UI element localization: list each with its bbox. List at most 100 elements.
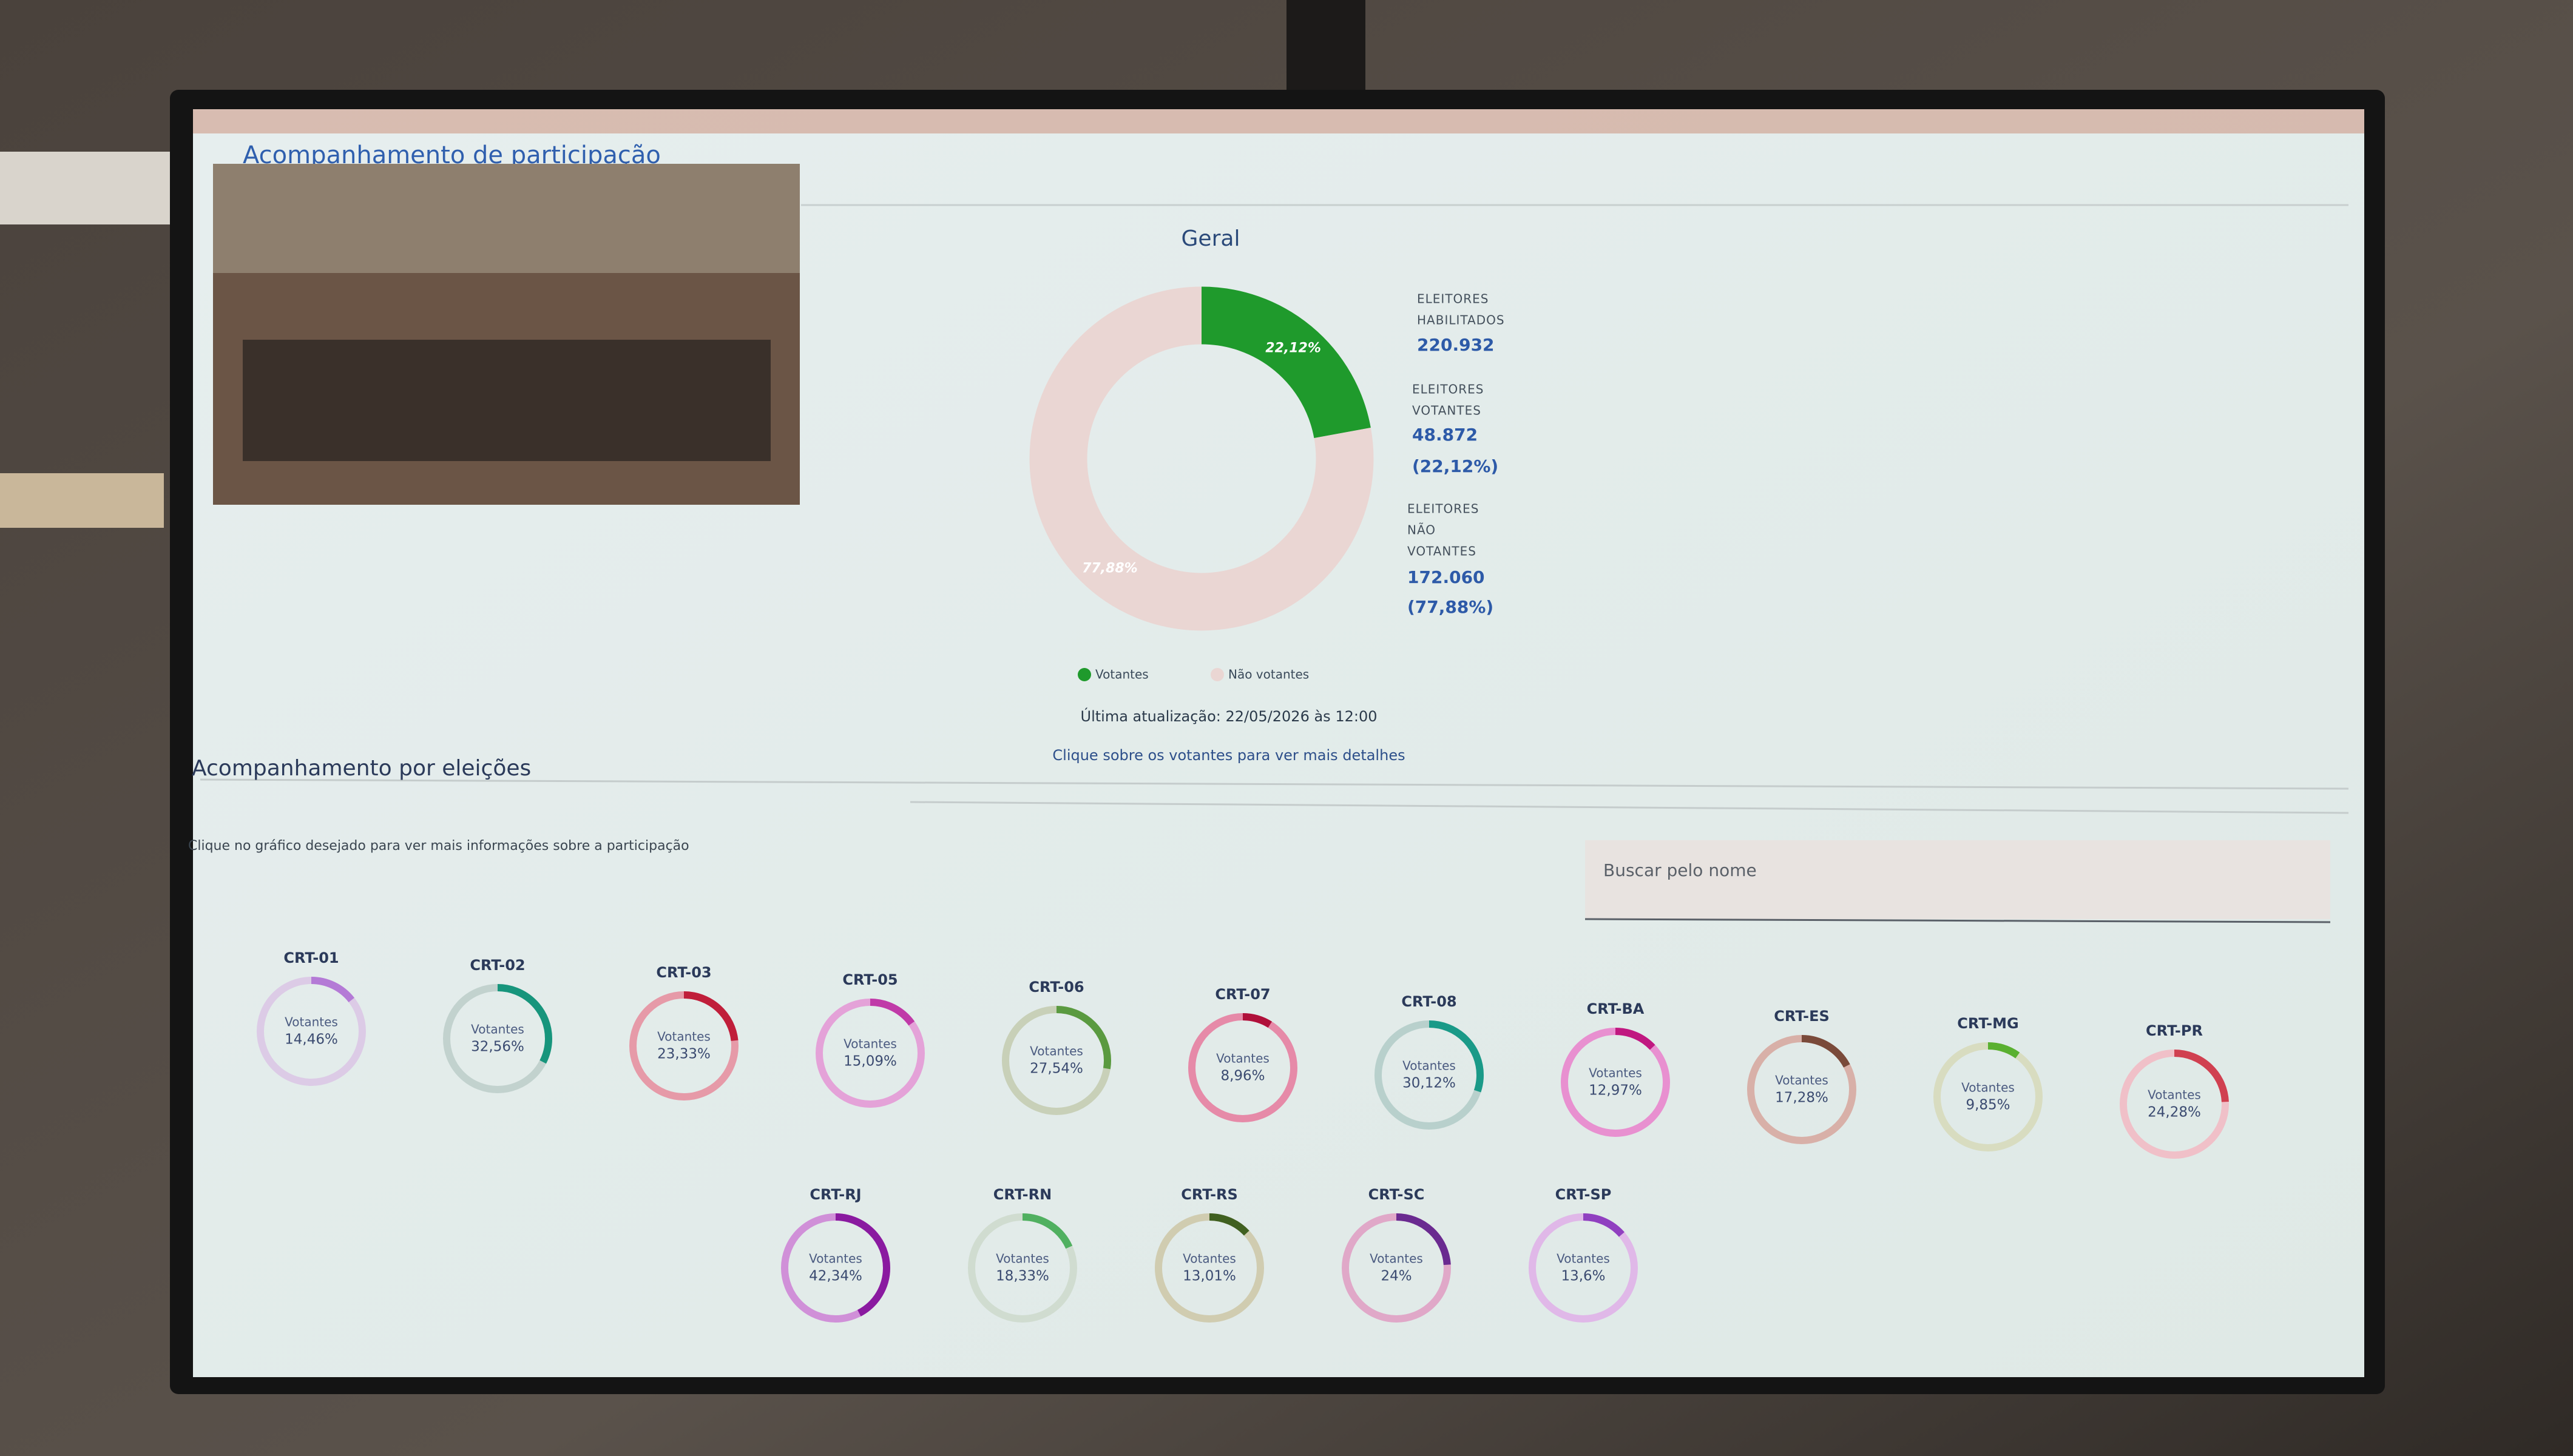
- election-chart[interactable]: CRT-02 Votantes 32,56%: [443, 957, 552, 1093]
- ring-segment[interactable]: [816, 999, 925, 1108]
- election-chart[interactable]: CRT-BA Votantes 12,97%: [1561, 1000, 1670, 1137]
- election-chart[interactable]: CRT-PR Votantes 24,28%: [2120, 1022, 2229, 1159]
- video-wall: [213, 164, 800, 273]
- chart-title: CRT-08: [1401, 993, 1456, 1010]
- stat-value: 172.060: [1407, 567, 1485, 587]
- data-label: 42,34%: [809, 1269, 862, 1284]
- chart-title: Geral: [1182, 226, 1240, 251]
- data-label: 22,12%: [1265, 341, 1321, 356]
- election-chart[interactable]: CRT-RJ Votantes 42,34%: [781, 1186, 890, 1323]
- legend-label: Não votantes: [1228, 667, 1309, 682]
- election-chart[interactable]: CRT-RS Votantes 13,01%: [1155, 1186, 1264, 1323]
- data-label: 77,88%: [1082, 561, 1138, 576]
- center-label: Votantes: [1216, 1051, 1270, 1066]
- election-chart[interactable]: CRT-ES Votantes 17,28%: [1747, 1008, 1856, 1144]
- center-label: Votantes: [1557, 1252, 1610, 1266]
- center-label: Votantes: [809, 1252, 862, 1266]
- legend-swatch: [1078, 668, 1091, 681]
- details-hint[interactable]: Clique sobre os votantes para ver mais d…: [1052, 747, 1405, 764]
- election-chart[interactable]: CRT-08 Votantes 30,12%: [1374, 993, 1484, 1130]
- center-label: Votantes: [657, 1030, 711, 1044]
- center-label: Votantes: [1402, 1059, 1456, 1073]
- election-chart[interactable]: CRT-01 Votantes 14,46%: [257, 949, 366, 1086]
- election-chart[interactable]: CRT-07 Votantes 8,96%: [1188, 986, 1297, 1122]
- ring-segment[interactable]: [1374, 1020, 1484, 1130]
- ring-segment[interactable]: [1002, 1006, 1111, 1115]
- data-label: 24,28%: [2148, 1105, 2201, 1121]
- election-chart[interactable]: CRT-SP Votantes 13,6%: [1529, 1186, 1638, 1323]
- divider: [910, 801, 2349, 814]
- data-label: 17,28%: [1775, 1090, 1828, 1106]
- search-placeholder: Buscar pelo nome: [1603, 860, 1757, 880]
- chart-title: CRT-07: [1215, 986, 1270, 1003]
- center-label: Votantes: [996, 1252, 1049, 1266]
- search-box[interactable]: [1585, 840, 2330, 919]
- ring-segment[interactable]: [1529, 1213, 1638, 1323]
- section-title: Acompanhamento por eleições: [192, 756, 531, 781]
- legend-swatch: [1211, 668, 1224, 681]
- last-update: Última atualização: 22/05/2026 às 12:00: [1081, 707, 1378, 725]
- stat-label: VOTANTES: [1412, 403, 1481, 418]
- ring-segment[interactable]: [1342, 1213, 1451, 1323]
- data-label: 30,12%: [1402, 1076, 1456, 1091]
- data-label: 8,96%: [1220, 1068, 1265, 1084]
- stat-percent: (22,12%): [1412, 456, 1498, 476]
- election-chart[interactable]: CRT-SC Votantes 24%: [1342, 1186, 1451, 1323]
- data-label: 15,09%: [844, 1054, 897, 1070]
- chart-title: CRT-RJ: [810, 1186, 861, 1203]
- ring-segment[interactable]: [1188, 1013, 1297, 1122]
- center-label: Votantes: [1030, 1044, 1083, 1059]
- election-chart[interactable]: CRT-05 Votantes 15,09%: [816, 971, 925, 1108]
- center-label: Votantes: [844, 1037, 897, 1051]
- screen-top-bar: [193, 109, 2364, 133]
- center-label: Votantes: [1183, 1252, 1236, 1266]
- ring-segment[interactable]: [257, 977, 366, 1086]
- election-chart[interactable]: CRT-06 Votantes 27,54%: [1002, 979, 1111, 1115]
- chart-title: CRT-01: [283, 949, 339, 966]
- ring-segment[interactable]: [1155, 1213, 1264, 1323]
- stat-label: NÃO: [1407, 523, 1436, 538]
- election-chart[interactable]: CRT-RN Votantes 18,33%: [968, 1186, 1077, 1323]
- data-label: 23,33%: [657, 1046, 711, 1062]
- data-label: 9,85%: [1966, 1097, 2010, 1113]
- stat-label: ELEITORES: [1412, 382, 1484, 397]
- stat-value: 48.872: [1412, 425, 1478, 445]
- data-label: 13,01%: [1183, 1269, 1236, 1284]
- center-label: Votantes: [2148, 1088, 2201, 1102]
- chart-title: CRT-MG: [1957, 1015, 2018, 1032]
- election-chart[interactable]: CRT-03 Votantes 23,33%: [629, 964, 739, 1100]
- chart-title: CRT-RN: [993, 1186, 1052, 1203]
- data-label: 13,6%: [1561, 1269, 1605, 1284]
- ring-segment[interactable]: [629, 991, 739, 1100]
- ring-segment[interactable]: [781, 1213, 890, 1323]
- donut-segment: [1029, 286, 1374, 631]
- stat-label: VOTANTES: [1407, 544, 1476, 559]
- election-chart[interactable]: CRT-MG Votantes 9,85%: [1933, 1015, 2043, 1151]
- ring-segment[interactable]: [443, 984, 552, 1093]
- ring-segment[interactable]: [1747, 1035, 1856, 1144]
- chart-title: CRT-PR: [2146, 1022, 2203, 1039]
- chart-title: CRT-05: [842, 971, 898, 988]
- chart-title: CRT-BA: [1587, 1000, 1645, 1017]
- ring-segment[interactable]: [1933, 1042, 2043, 1151]
- ring-segment[interactable]: [1561, 1028, 1670, 1137]
- center-label: Votantes: [1370, 1252, 1423, 1266]
- stat-label: ELEITORES: [1417, 292, 1489, 306]
- center-label: Votantes: [1589, 1066, 1642, 1080]
- chart-title: CRT-SC: [1368, 1186, 1425, 1203]
- chart-title: CRT-06: [1029, 979, 1084, 996]
- ring-segment[interactable]: [968, 1213, 1077, 1323]
- ring-segment[interactable]: [2120, 1050, 2229, 1159]
- video-tables: [243, 340, 771, 461]
- center-label: Votantes: [1961, 1080, 2015, 1095]
- data-label: 14,46%: [285, 1032, 338, 1048]
- center-label: Votantes: [471, 1022, 524, 1037]
- chart-title: CRT-SP: [1555, 1186, 1612, 1203]
- data-label: 32,56%: [471, 1039, 524, 1055]
- data-label: 27,54%: [1030, 1061, 1083, 1077]
- data-label: 24%: [1381, 1269, 1412, 1284]
- data-label: 18,33%: [996, 1269, 1049, 1284]
- monitor-mount: [1286, 0, 1365, 97]
